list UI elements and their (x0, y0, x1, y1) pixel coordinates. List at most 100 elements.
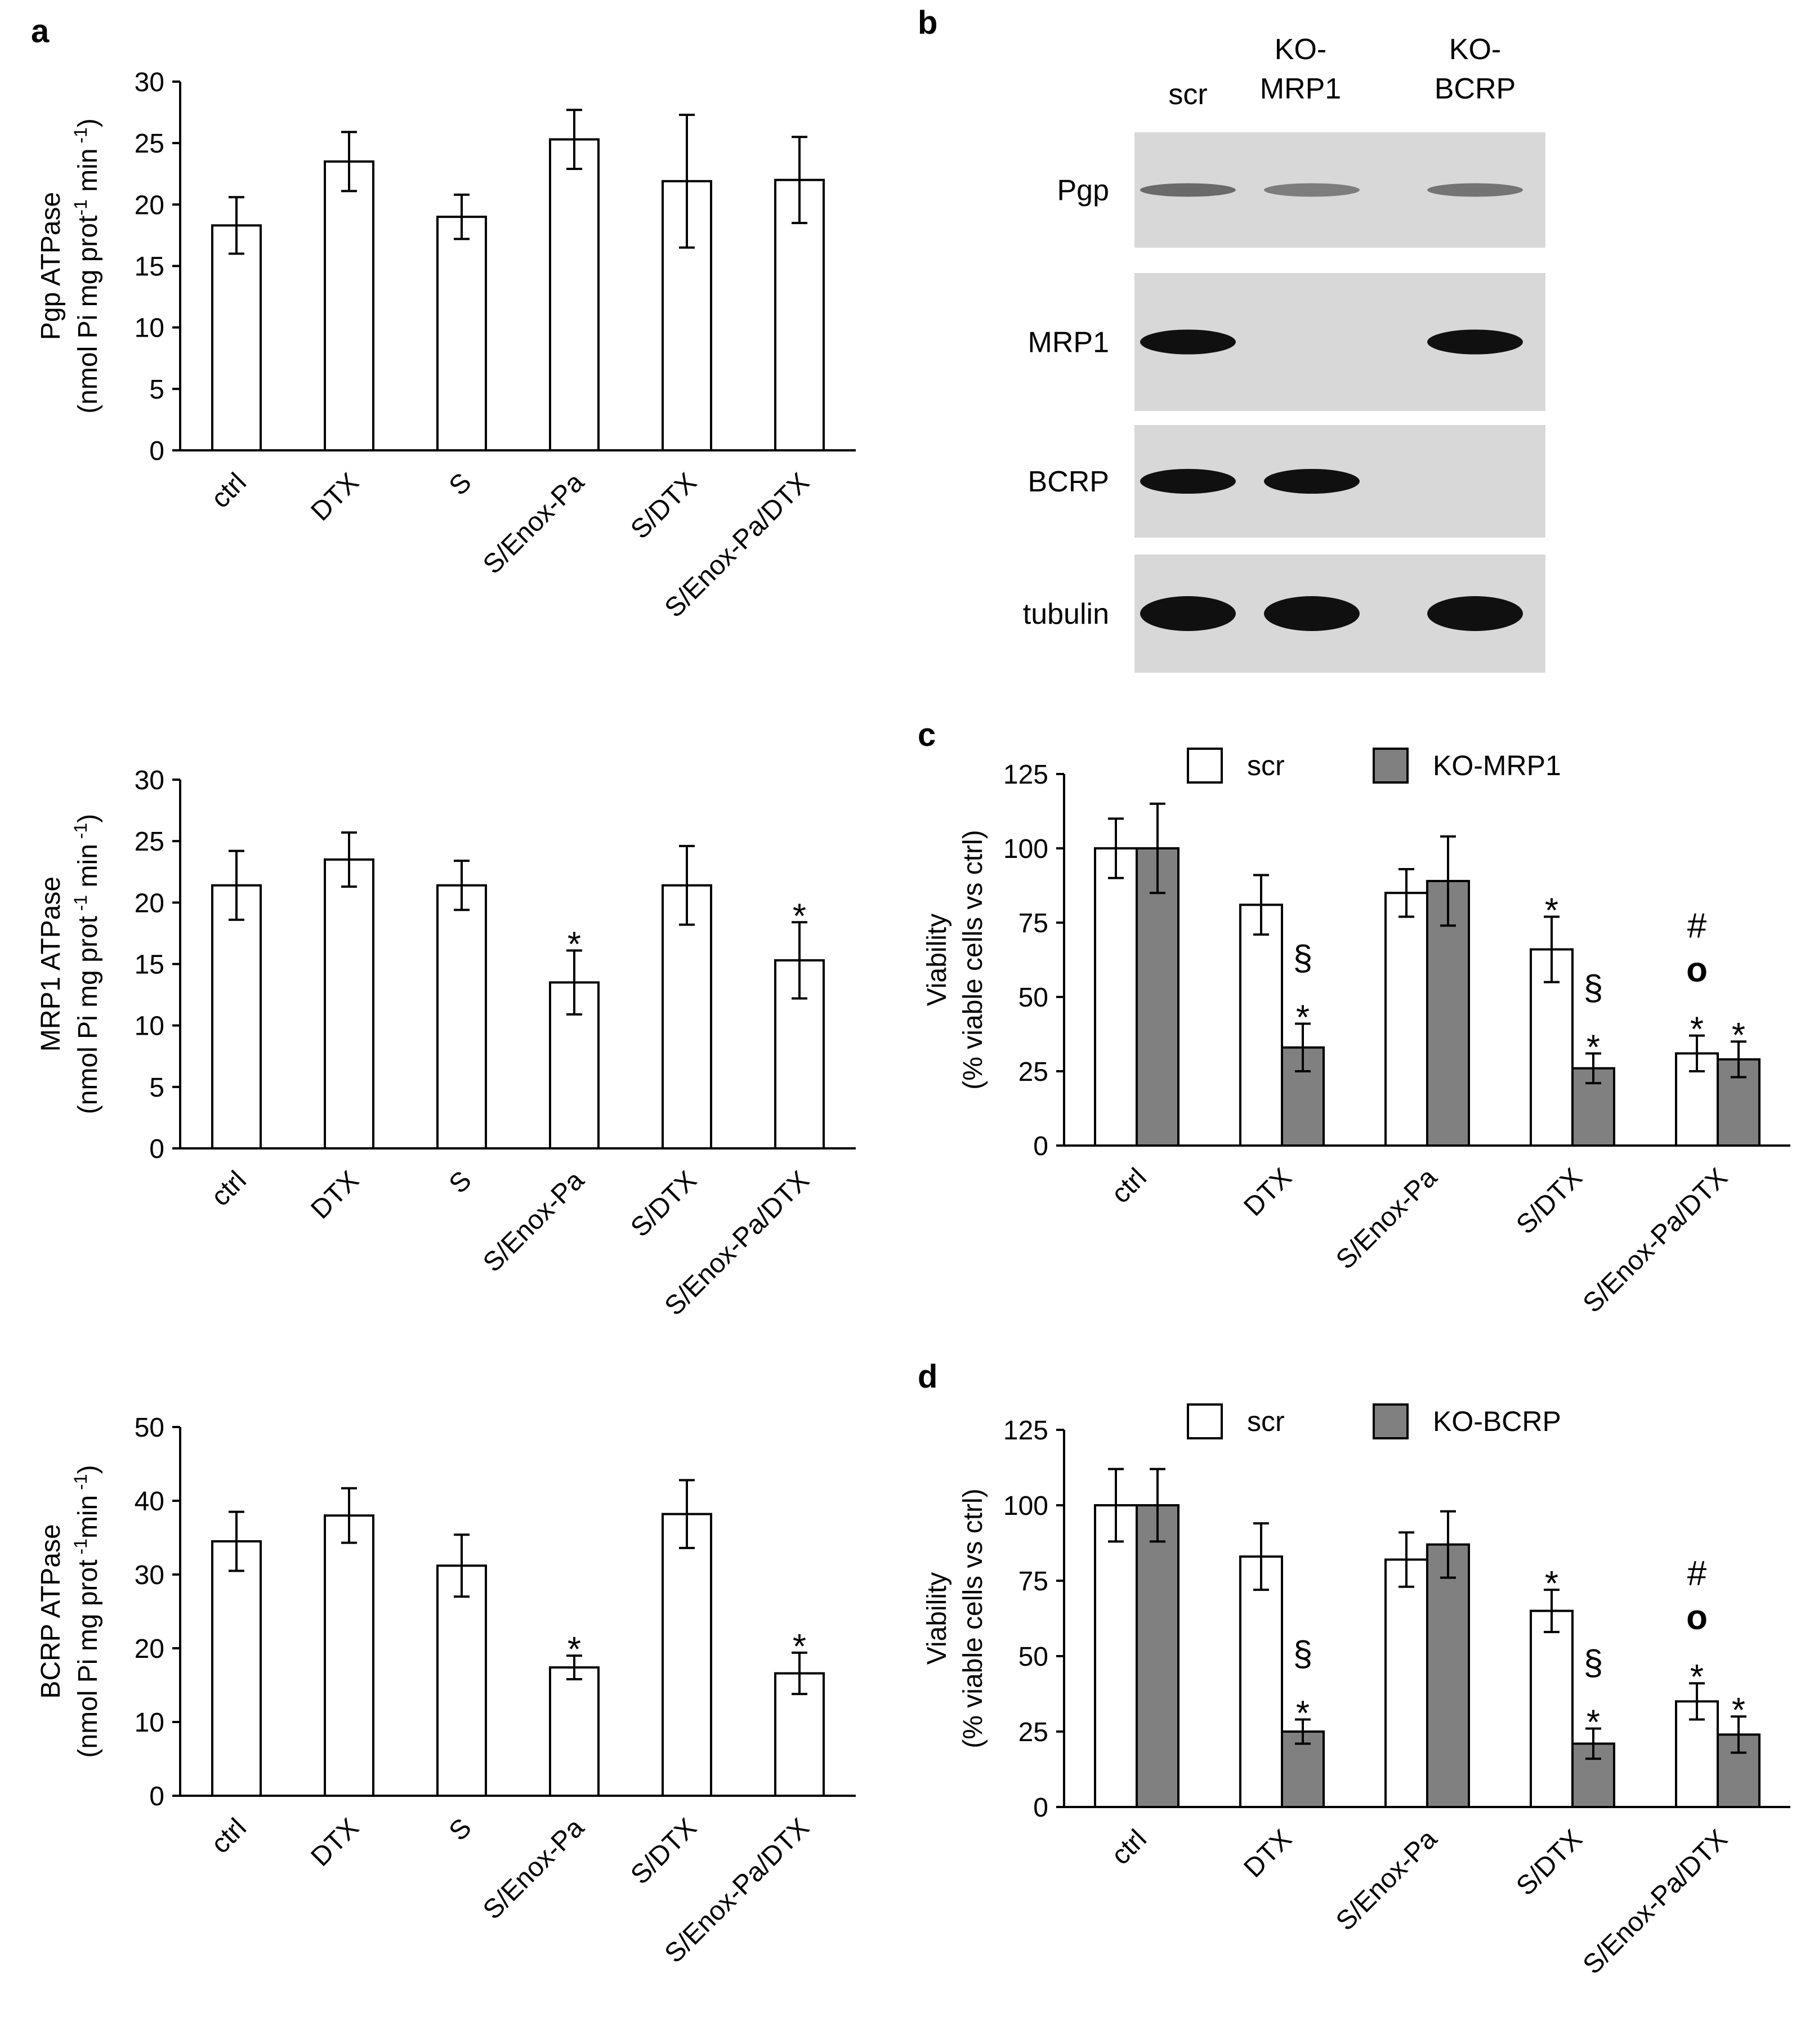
x-tick-label: DTX (1238, 1824, 1297, 1883)
panel-label: b (918, 5, 937, 41)
bar (549, 138, 600, 452)
y-tick-label: 25 (135, 129, 164, 159)
x-tick-label: S/Enox-Pa/DTX (1578, 1162, 1733, 1318)
y-tick-label: 5 (149, 375, 164, 405)
y-tick-label: 15 (135, 950, 164, 980)
significance-mark: * (1296, 1694, 1310, 1733)
blot-row-label: MRP1 (1028, 326, 1109, 359)
legend-label: KO-MRP1 (1433, 750, 1561, 781)
y-axis-label-line2: (% viable cells vs ctrl) (958, 830, 988, 1089)
significance-mark: * (1587, 1028, 1600, 1067)
y-tick-label: 100 (1003, 834, 1048, 864)
significance-mark: * (1690, 1010, 1704, 1049)
y-axis-label-superscript: -1 (70, 823, 91, 844)
bar (324, 1514, 374, 1797)
bar (211, 1540, 262, 1797)
significance-mark: * (1690, 1658, 1704, 1697)
significance-mark: * (793, 1627, 806, 1666)
significance-mark: * (1545, 1564, 1558, 1603)
y-tick-label: 20 (135, 1634, 164, 1664)
x-tick-label: DTX (305, 467, 364, 526)
blot-band (1264, 596, 1360, 631)
y-tick-label: 75 (1018, 1567, 1048, 1596)
panel-label: d (918, 1358, 937, 1395)
significance-mark: * (1296, 999, 1310, 1037)
significance-mark: * (793, 897, 806, 936)
y-axis-label-line1: Viability (922, 1572, 952, 1665)
blot-band (1140, 596, 1236, 631)
y-tick-label: 0 (1033, 1131, 1048, 1161)
blot-column-label: scr (1168, 78, 1207, 111)
blot-column-label-line1: KO- (1449, 33, 1501, 66)
significance-mark: * (1545, 891, 1558, 930)
x-tick-label: S/Enox-Pa (477, 1813, 590, 1925)
y-axis-label-superscript: -1 (70, 895, 91, 916)
y-tick-label: 20 (135, 888, 164, 918)
legend-label: scr (1247, 1406, 1285, 1437)
y-tick-label: 125 (1003, 1416, 1048, 1446)
x-tick-label: S/Enox-Pa (477, 467, 590, 580)
blot-row-label: Pgp (1057, 175, 1109, 207)
blot-band (1140, 329, 1236, 355)
y-axis-label-superscript: -1 (70, 1474, 91, 1495)
y-axis-label-line2: (nmol Pi mg prot -1min -1) (70, 1465, 103, 1757)
x-tick-label: S/Enox-Pa (1330, 1162, 1443, 1275)
significance-mark: o (1686, 951, 1708, 990)
bar (662, 1513, 712, 1797)
significance-mark: # (1687, 1554, 1707, 1593)
y-axis-label-part: ) (73, 118, 103, 127)
y-axis-label-part: (nmol Pi mg prot (73, 216, 103, 414)
x-tick-label: S (444, 467, 477, 501)
y-axis-label-line1: Viability (922, 914, 952, 1007)
panel-label: c (918, 717, 936, 753)
blot-band (1140, 183, 1236, 197)
legend-swatch (1187, 748, 1223, 784)
bar (324, 160, 374, 451)
significance-mark: § (1584, 1644, 1603, 1683)
y-tick-label: 10 (135, 314, 164, 343)
y-axis-label-line1: MRP1 ATPase (36, 876, 66, 1052)
y-tick-label: 75 (1018, 909, 1048, 938)
bar (774, 178, 825, 451)
panel-label: a (31, 13, 50, 50)
bar (1239, 904, 1283, 1147)
y-tick-label: 0 (149, 1134, 164, 1164)
blot-band (1427, 329, 1523, 355)
bar (662, 884, 712, 1150)
western-blot-panel: b scr KO- MRP1 KO- BCRP Pgp MRP1 BCRP tubulin (918, 5, 1545, 673)
x-tick-label: S/DTX (1511, 1824, 1588, 1901)
y-tick-label: 30 (135, 68, 164, 97)
y-tick-label: 50 (1018, 1642, 1048, 1672)
x-tick-label: ctrl (205, 1813, 252, 1859)
legend-label: scr (1247, 750, 1285, 781)
y-tick-label: 15 (135, 252, 164, 282)
y-axis-label-part: (nmol Pi mg prot (73, 1559, 103, 1757)
x-tick-label: S/DTX (625, 1813, 702, 1890)
bar (1530, 1609, 1574, 1809)
blot-band (1427, 596, 1523, 631)
blot-band (1427, 183, 1523, 197)
y-axis-label-superscript: -1 (70, 1538, 91, 1559)
y-tick-label: 10 (135, 1012, 164, 1041)
y-tick-label: 100 (1003, 1491, 1048, 1521)
y-axis-label-part: min (73, 149, 103, 200)
significance-mark: * (1732, 1691, 1745, 1730)
y-axis-label-line1: BCRP ATPase (36, 1524, 66, 1698)
blot-column-label-line1: KO- (1275, 33, 1326, 66)
y-tick-label: 25 (1018, 1718, 1048, 1747)
significance-mark: § (1293, 1635, 1312, 1674)
bar (211, 884, 262, 1150)
bar (549, 1666, 600, 1797)
x-tick-label: S/Enox-Pa (1330, 1824, 1443, 1936)
legend-label: KO-BCRP (1433, 1406, 1561, 1437)
blot-column-label-line2: BCRP (1435, 73, 1516, 105)
blot-row-label: tubulin (1023, 598, 1109, 630)
y-tick-label: 0 (1033, 1793, 1048, 1823)
x-tick-label: S/DTX (1511, 1162, 1588, 1240)
chart-viability-ko-bcrp: d 0 25 50 75 100 125 Viability (% viable cells v… (918, 1358, 1790, 1980)
bar (1384, 892, 1428, 1147)
x-tick-label: S/Enox-Pa (477, 1165, 590, 1278)
y-tick-label: 30 (135, 1560, 164, 1590)
y-axis-label-line2: (nmol Pi mg prot-1 min -1) (70, 118, 103, 414)
